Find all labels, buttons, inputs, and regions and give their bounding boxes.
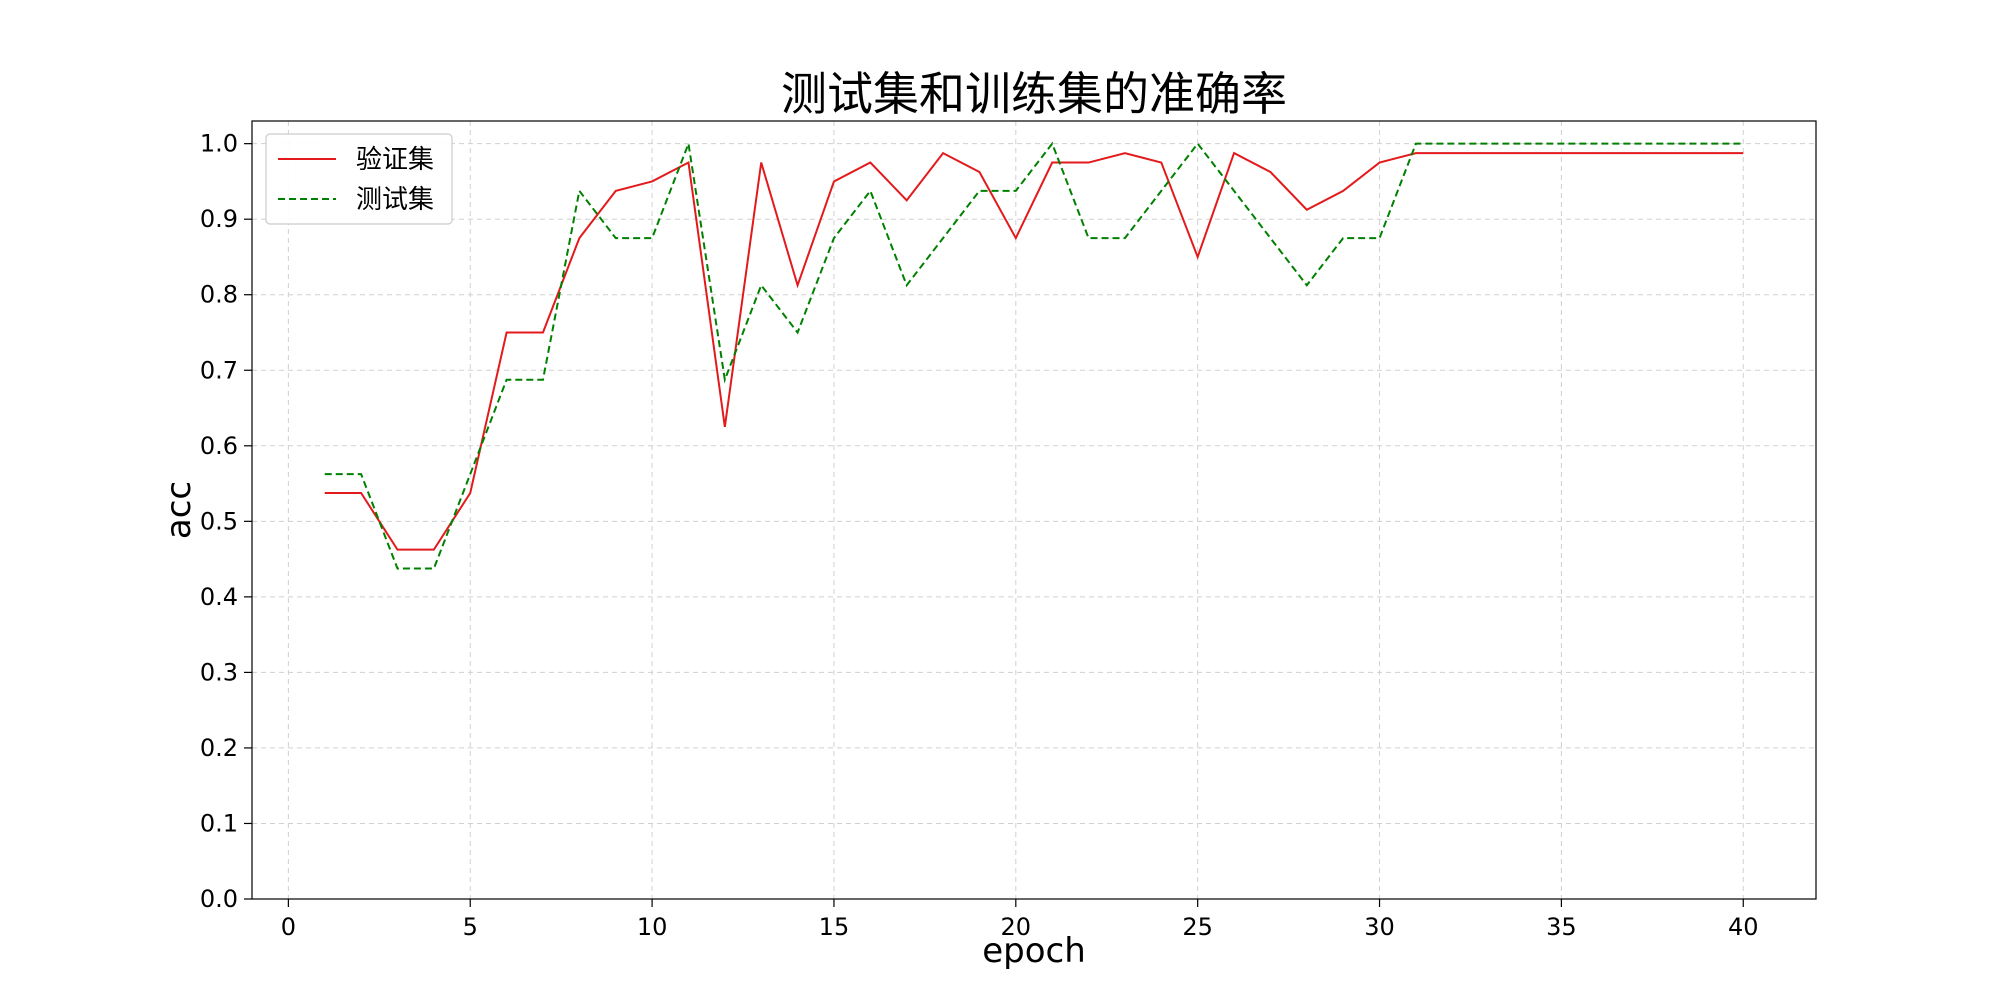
x-tick-label: 25 [1182,913,1213,941]
legend-label-validation: 验证集 [356,145,434,175]
y-axis-label: acc [159,481,199,539]
x-tick-label: 40 [1728,913,1759,941]
x-tick-label: 0 [281,913,296,941]
y-tick-label: 0.8 [200,281,238,309]
series-line-validation [324,151,1744,551]
plot-frame [251,120,1817,900]
x-tick-label: 10 [637,913,668,941]
x-tick-label: 15 [819,913,850,941]
y-tick-label: 0.3 [200,658,238,686]
y-tick-label: 0.6 [200,432,238,460]
y-tick-label: 0.0 [200,885,238,913]
legend: 验证集 测试集 [265,133,453,225]
grid [252,121,1816,900]
y-tick-label: 0.5 [200,507,238,535]
series-line-test [324,139,1744,570]
y-tick-label: 1.0 [200,130,238,158]
y-tick-label: 0.2 [200,734,238,762]
x-axis-label: epoch [982,931,1086,971]
y-tick-label: 0.1 [200,809,238,837]
legend-box [265,133,453,225]
axis-ticks: 0 5 10 15 20 25 30 35 40 0.0 0.1 0.2 0.3 0.4 0.5 0.6 0.7… [200,130,1759,941]
chart-title: 测试集和训练集的准确率 [781,67,1287,121]
legend-label-test: 测试集 [356,185,434,215]
x-tick-label: 5 [463,913,478,941]
y-tick-label: 0.4 [200,583,238,611]
series-lines [324,139,1744,570]
y-tick-label: 0.9 [200,205,238,233]
x-tick-label: 30 [1364,913,1395,941]
x-tick-label: 20 [1001,913,1032,941]
y-tick-label: 0.7 [200,356,238,384]
x-tick-label: 35 [1546,913,1577,941]
